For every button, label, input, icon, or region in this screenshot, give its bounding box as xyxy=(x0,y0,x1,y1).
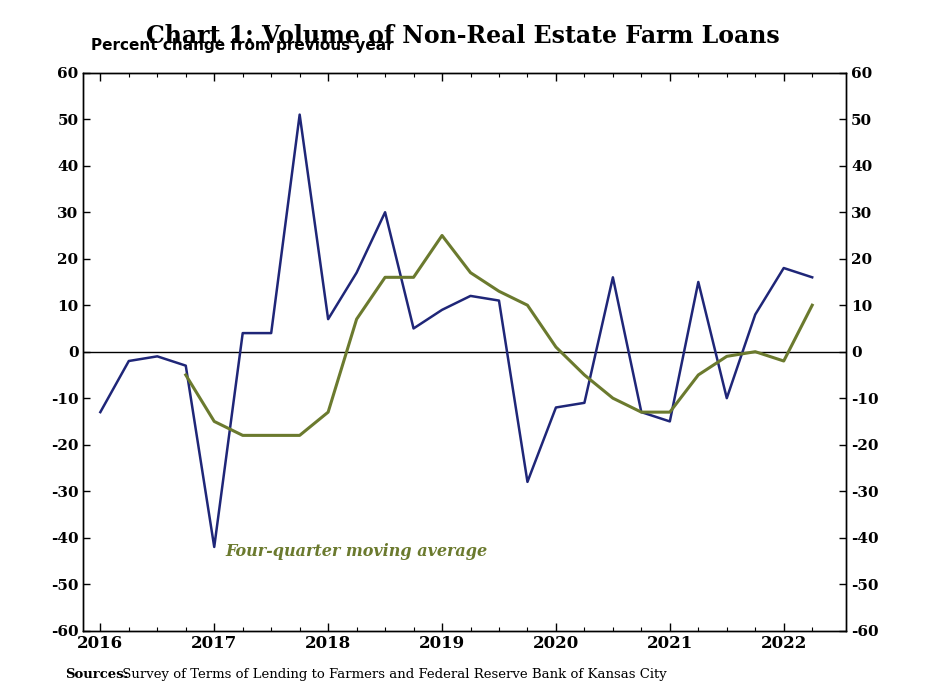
Text: Sources:: Sources: xyxy=(65,667,129,681)
Text: Survey of Terms of Lending to Farmers and Federal Reserve Bank of Kansas City: Survey of Terms of Lending to Farmers an… xyxy=(118,667,667,681)
Text: Percent change from previous year: Percent change from previous year xyxy=(91,38,393,53)
Text: Chart 1: Volume of Non-Real Estate Farm Loans: Chart 1: Volume of Non-Real Estate Farm … xyxy=(145,24,780,49)
Text: Four-quarter moving average: Four-quarter moving average xyxy=(226,543,487,560)
